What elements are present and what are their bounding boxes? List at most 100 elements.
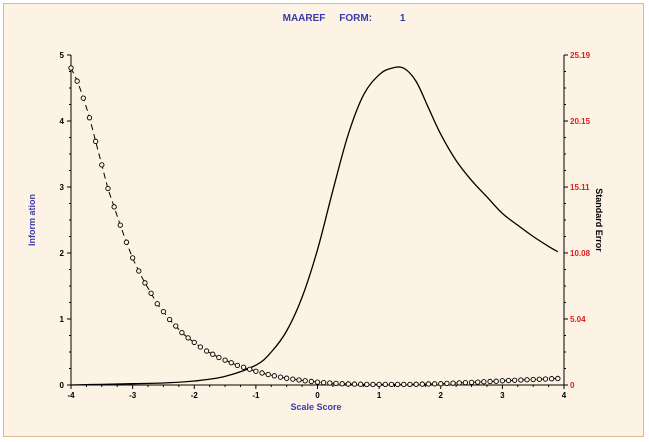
left-y-tick-label: 3	[60, 183, 65, 192]
chart-title: MAAREF FORM: 1	[283, 13, 406, 24]
x-tick-label: -2	[191, 391, 199, 400]
standard-error-point	[370, 381, 376, 387]
right-y-tick-label: 25.19	[570, 51, 591, 60]
standard-error-point	[475, 379, 481, 385]
standard-error-point	[382, 381, 388, 387]
standard-error-point	[80, 95, 86, 101]
standard-error-point	[549, 376, 555, 382]
standard-error-point	[148, 290, 154, 296]
standard-error-point	[197, 344, 204, 350]
standard-error-point	[68, 65, 74, 71]
standard-error-point	[321, 379, 327, 386]
standard-error-curve	[70, 67, 558, 385]
chart-svg: MAAREF FORM: 1 -4 -3 -2 -1 0 1 2 3 401234505.041…	[27, 13, 604, 412]
standard-error-point	[302, 378, 308, 384]
x-axis-label: Scale Score	[290, 402, 341, 412]
right-y-tick-label: 10.08	[570, 249, 591, 258]
left-y-axis-label: Inform ation	[27, 194, 37, 246]
standard-error-point	[154, 301, 160, 307]
right-y-axis-label: Standard Error	[594, 188, 604, 252]
x-tick-label: -4	[67, 391, 75, 400]
standard-error-point	[265, 371, 271, 378]
standard-error-point	[105, 185, 111, 192]
standard-error-point	[438, 381, 444, 387]
standard-error-point	[505, 377, 512, 384]
standard-error-point	[333, 380, 339, 387]
standard-error-point	[136, 268, 142, 274]
standard-error-point	[327, 380, 333, 386]
standard-error-point	[179, 329, 185, 336]
standard-error-point	[487, 378, 493, 385]
standard-error-point	[376, 381, 382, 387]
standard-error-point	[284, 375, 290, 381]
standard-error-point	[247, 366, 253, 372]
standard-error-point	[493, 378, 499, 384]
standard-error-point	[555, 375, 561, 382]
right-y-tick-label: 20.15	[570, 117, 591, 126]
standard-error-point	[210, 351, 216, 357]
ticks-layer: -4 -3 -2 -1 0 1 2 3 401234505.0410.0815.1120.152…	[60, 51, 591, 400]
standard-error-point	[296, 377, 302, 383]
standard-error-point	[277, 374, 284, 380]
standard-error-point	[431, 381, 438, 387]
standard-error-point	[444, 380, 450, 387]
standard-error-point	[425, 381, 432, 387]
standard-error-point	[524, 377, 530, 383]
standard-error-point	[166, 316, 173, 323]
standard-error-point	[222, 357, 228, 363]
standard-error-point	[536, 376, 542, 382]
standard-error-point	[253, 368, 259, 374]
standard-error-point	[351, 381, 358, 387]
standard-error-point	[339, 381, 345, 387]
standard-error-point	[419, 381, 425, 387]
standard-error-point	[530, 376, 536, 383]
standard-error-point	[345, 381, 351, 387]
standard-error-point	[216, 354, 222, 361]
standard-error-point	[499, 378, 506, 384]
standard-error-point	[259, 370, 265, 376]
standard-error-point	[173, 323, 179, 329]
standard-error-point	[99, 162, 105, 168]
standard-error-point	[191, 339, 197, 346]
x-tick-label: 2	[439, 391, 444, 400]
standard-error-point	[481, 379, 487, 385]
left-y-tick-label: 1	[60, 315, 65, 324]
standard-error-point	[401, 381, 407, 387]
x-tick-label: 1	[377, 391, 382, 400]
standard-error-point	[314, 379, 321, 385]
standard-error-point	[290, 376, 296, 382]
standard-error-point	[185, 335, 191, 341]
left-y-tick-label: 4	[60, 117, 65, 126]
standard-error-point	[388, 381, 395, 387]
standard-error-point	[142, 280, 148, 286]
standard-error-point	[240, 364, 247, 370]
chart-frame: MAAREF FORM: 1 -4 -3 -2 -1 0 1 2 3 4 0 1 2 3 4 5 0 5.04 1…	[3, 3, 644, 437]
x-tick-label: 0	[315, 391, 320, 400]
standard-error-point	[203, 348, 210, 354]
right-y-tick-label: 0	[570, 381, 575, 390]
standard-error-point	[129, 255, 136, 261]
standard-error-point	[160, 308, 167, 315]
standard-error-point	[450, 380, 456, 386]
information-curve	[70, 66, 559, 386]
standard-error-point	[462, 379, 469, 386]
standard-error-point	[394, 381, 401, 387]
x-tick-label: 3	[500, 391, 505, 400]
standard-error-point	[542, 376, 549, 382]
standard-error-point	[93, 138, 99, 144]
standard-error-point	[364, 381, 370, 387]
standard-error-point	[456, 380, 462, 386]
chart-axes	[70, 55, 565, 386]
x-tick-label: -3	[129, 391, 137, 400]
standard-error-point	[123, 239, 130, 245]
standard-error-point	[271, 373, 278, 379]
standard-error-point	[512, 377, 518, 383]
left-y-tick-label: 0	[60, 381, 65, 390]
standard-error-point	[234, 362, 241, 368]
right-y-tick-label: 5.04	[570, 315, 586, 324]
standard-error-point	[413, 381, 419, 387]
standard-error-point	[518, 377, 524, 383]
left-y-tick-label: 5	[60, 51, 65, 60]
standard-error-point	[111, 204, 117, 210]
left-y-tick-label: 2	[60, 249, 65, 258]
